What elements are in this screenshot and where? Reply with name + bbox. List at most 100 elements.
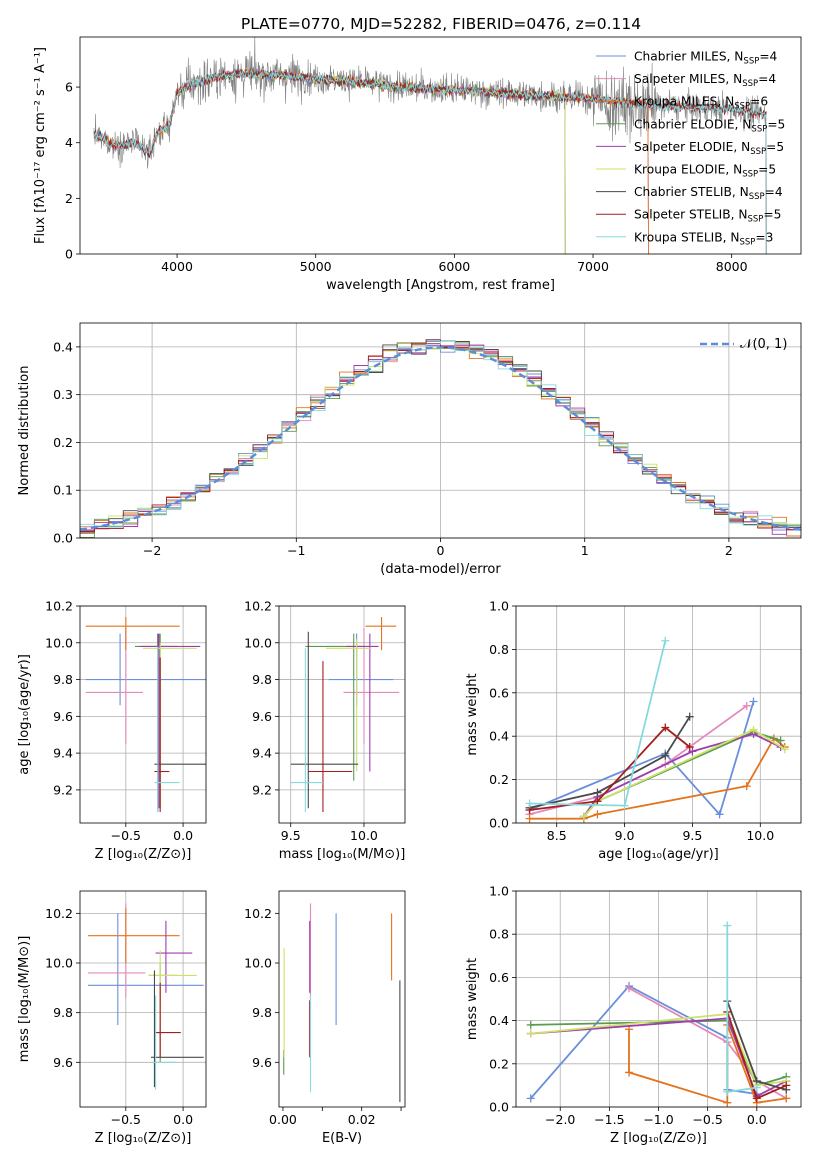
- errorbar-kroupa-miles: [365, 617, 397, 651]
- histogram-salpeter-stelib: [80, 342, 801, 538]
- errorbar-chabrier-elodie: [305, 633, 364, 781]
- x-tick-label: 8.5: [547, 828, 567, 843]
- x-tick-label: 9.0: [615, 828, 635, 843]
- x-tick-label: 4000: [161, 259, 193, 274]
- y-tick-label: 10.0: [45, 635, 73, 650]
- weight-line: [529, 701, 755, 817]
- weight-marker: [593, 797, 602, 806]
- x-tick-label: −2: [143, 543, 161, 558]
- y-tick-label: 0: [65, 247, 73, 262]
- weight-marker: [685, 743, 694, 752]
- legend-label: Salpeter STELIB, NSSP=5: [634, 208, 781, 225]
- errorbar-salpeter-miles: [85, 628, 143, 744]
- x-axis-label: Z [log₁₀(Z/Z⊙)]: [610, 1131, 707, 1146]
- errorbar-salpeter-miles: [88, 903, 146, 998]
- weight-marker: [525, 799, 534, 808]
- histogram-kroupa-stelib: [80, 340, 801, 538]
- y-tick-label: 9.6: [53, 709, 73, 724]
- weight-series-kroupa-elodie: [579, 725, 789, 821]
- legend-label: Kroupa MILES, NSSP=6: [634, 95, 768, 112]
- weight-marker: [579, 812, 588, 821]
- x-tick-label: −0.5: [692, 1112, 722, 1127]
- weight-marker: [661, 636, 670, 645]
- y-tick-label: 0.4: [53, 339, 73, 354]
- y-axis-label: Normed distribution: [17, 366, 32, 496]
- x-tick-label: 0.0: [173, 1112, 193, 1127]
- spectrum-axes: 4000 5000 6000 7000 8000 0 2 4 6 wavelength [Angs…: [33, 47, 748, 293]
- y-tick-label: 0.4: [489, 729, 509, 744]
- legend-label-main: Chabrier STELIB, N: [634, 185, 749, 199]
- x-tick-label: 9.5: [281, 828, 301, 843]
- legend-label-sub: SSP: [747, 215, 763, 225]
- x-tick-label: 10.0: [746, 828, 774, 843]
- y-tick-label: 2: [65, 191, 73, 206]
- errorbar-chabrier-miles: [328, 633, 394, 706]
- model-line-chabrier-elodie: [162, 69, 566, 254]
- weight-marker: [749, 697, 758, 706]
- x-tick-label: −2.0: [545, 1112, 575, 1127]
- legend-label: Kroupa ELODIE, NSSP=5: [634, 163, 776, 180]
- weight-marker: [625, 984, 634, 993]
- weight-marker: [723, 921, 732, 930]
- y-tick-label: 1.0: [489, 884, 509, 899]
- legend-label-main: Salpeter STELIB, N: [634, 208, 747, 222]
- x-tick-label: 6000: [438, 259, 470, 274]
- y-tick-label: 10.2: [45, 599, 73, 614]
- weight-marker: [780, 745, 789, 754]
- weight-marker: [625, 1068, 634, 1077]
- y-tick-label: 0.2: [53, 435, 73, 450]
- weight-marker: [749, 725, 758, 734]
- y-tick-label: 9.6: [53, 1055, 73, 1070]
- errorbar-chabrier-stelib: [151, 970, 204, 1088]
- x-axis-label: Z [log₁₀(Z/Z⊙)]: [95, 847, 192, 862]
- spectrum-frame: [79, 36, 802, 255]
- legend-label-value: =5: [763, 208, 781, 222]
- legend-label-sub: SSP: [742, 170, 758, 180]
- legend-label-value: =4: [765, 185, 783, 199]
- y-tick-label: 10.0: [244, 956, 272, 971]
- weight-series-kroupa-miles: [525, 734, 789, 823]
- x-tick-label: −1.0: [643, 1112, 673, 1127]
- errorbar-kroupa-stelib: [154, 646, 180, 812]
- residuals-frame: [79, 322, 802, 539]
- x-tick-label: 2: [725, 543, 733, 558]
- errorbar-kroupa-miles: [88, 908, 180, 963]
- errorbar-chabrier-miles: [88, 913, 204, 1026]
- x-tick-label: 1: [581, 543, 589, 558]
- weight-marker: [752, 1094, 761, 1103]
- y-axis-label: mass weight: [465, 673, 480, 755]
- x-tick-label: 8000: [716, 259, 748, 274]
- errorbar-salpeter-elodie: [155, 920, 193, 993]
- y-tick-label: 9.6: [252, 1055, 272, 1070]
- legend-label-value: =4: [759, 50, 777, 64]
- weight-marker: [723, 1098, 732, 1107]
- weight-marker: [742, 701, 751, 710]
- x-axis-label: mass [log₁₀(M/M⊙)]: [279, 847, 406, 862]
- y-tick-label: 10.0: [244, 635, 272, 650]
- legend-label-value: =5: [758, 163, 776, 177]
- x-tick-label: 7000: [577, 259, 609, 274]
- x-tick-label: −0.5: [111, 1112, 141, 1127]
- weight-line: [530, 1013, 787, 1087]
- y-tick-label: 9.4: [53, 746, 73, 761]
- y-tick-label: 0.8: [489, 642, 509, 657]
- errorbar-chabrier-stelib: [154, 633, 206, 812]
- errorbar-kroupa-miles: [85, 617, 180, 651]
- errorbar-kroupa-stelib: [152, 995, 177, 1090]
- y-tick-label: 0.2: [489, 1056, 509, 1071]
- legend-label: Chabrier STELIB, NSSP=4: [634, 185, 783, 202]
- y-tick-label: 0.6: [489, 685, 509, 700]
- y-tick-label: 9.2: [252, 782, 272, 797]
- x-tick-label: 0: [437, 543, 445, 558]
- legend-label-main: Kroupa STELIB, N: [634, 230, 740, 244]
- x-tick-label: −1: [287, 543, 305, 558]
- weight-marker: [723, 1087, 732, 1096]
- legend-label-main: Kroupa ELODIE, N: [634, 163, 742, 177]
- errorbar-salpeter-elodie: [139, 633, 201, 809]
- model-line-salpeter-stelib: [93, 68, 767, 254]
- residuals-axes: −2 −1 0 1 2 0.0 0.1 0.2 0.3 0.4 (data-model)/error…: [17, 323, 801, 577]
- x-tick-label: −1.5: [594, 1112, 624, 1127]
- errorbar-chabrier-miles: [85, 633, 206, 706]
